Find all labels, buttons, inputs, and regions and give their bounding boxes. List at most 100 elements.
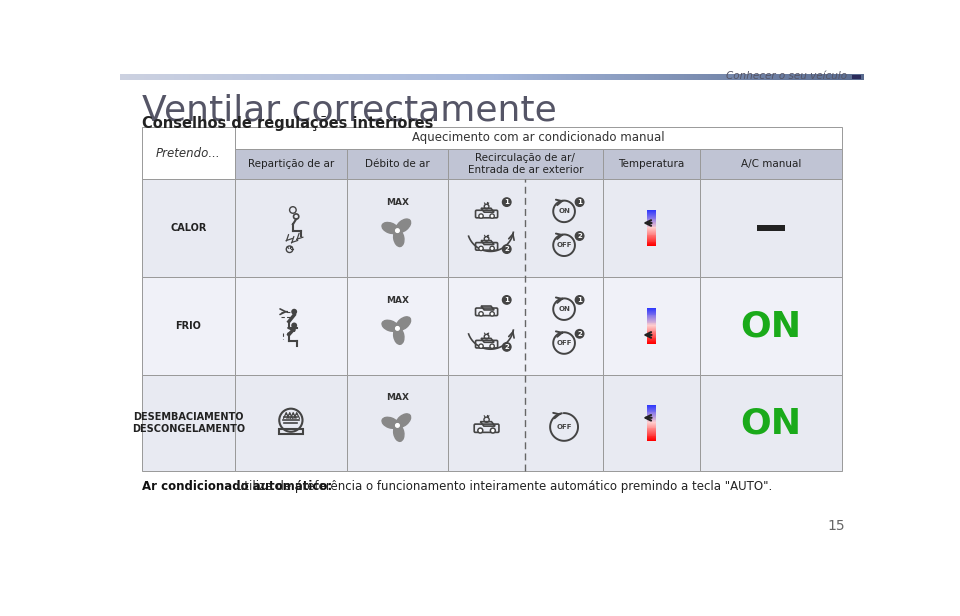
Bar [647, 318, 656, 319]
Bar [447, 375, 603, 471]
Bar [187, 74, 189, 80]
Bar [518, 74, 520, 80]
Bar [733, 74, 736, 80]
Bar [639, 74, 641, 80]
Bar [219, 74, 221, 80]
Bar [816, 74, 818, 80]
Bar [735, 74, 738, 80]
Bar [583, 74, 586, 80]
Bar [755, 74, 756, 80]
Bar [797, 74, 800, 80]
Bar [202, 74, 204, 80]
Bar [647, 309, 656, 310]
Bar [243, 74, 246, 80]
Bar [765, 74, 768, 80]
Bar [788, 74, 790, 80]
Bar [647, 333, 656, 334]
Bar [161, 74, 163, 80]
Bar [170, 74, 173, 80]
Bar [606, 74, 608, 80]
Bar [194, 74, 197, 80]
Bar [715, 74, 718, 80]
Bar [516, 74, 518, 80]
Bar [229, 74, 232, 80]
Bar [647, 336, 656, 337]
Bar [122, 74, 125, 80]
Bar [239, 74, 242, 80]
Bar [348, 179, 447, 277]
Bar [647, 341, 656, 342]
Bar [763, 74, 766, 80]
Bar [719, 74, 722, 80]
Bar [354, 74, 357, 80]
Bar [828, 74, 831, 80]
Bar [756, 74, 758, 80]
Bar [237, 74, 240, 80]
Bar [477, 74, 480, 80]
Bar [564, 74, 567, 80]
Bar [221, 74, 223, 80]
Bar [146, 74, 149, 80]
Bar [585, 74, 588, 80]
Bar [647, 418, 656, 419]
Bar [544, 74, 546, 80]
Bar [702, 74, 705, 80]
Bar [647, 415, 656, 416]
Bar [181, 74, 184, 80]
Bar [684, 74, 686, 80]
Bar [352, 74, 355, 80]
Bar [680, 74, 683, 80]
Bar [126, 74, 129, 80]
Bar [858, 74, 861, 80]
Bar [647, 320, 656, 322]
Bar [142, 74, 145, 80]
Text: Conhecer o seu veículo: Conhecer o seu veículo [726, 71, 847, 81]
Bar [249, 74, 251, 80]
Bar [315, 74, 318, 80]
Bar [233, 74, 236, 80]
Bar [687, 74, 690, 80]
Bar [247, 74, 249, 80]
Bar [285, 74, 288, 80]
Bar [265, 74, 268, 80]
Bar [483, 74, 486, 80]
Bar [663, 74, 665, 80]
Bar [159, 74, 161, 80]
Ellipse shape [394, 230, 404, 246]
Bar [647, 234, 656, 235]
Bar [709, 74, 712, 80]
Bar [647, 332, 656, 333]
Bar [761, 74, 764, 80]
Bar [647, 226, 656, 227]
Bar [647, 432, 656, 434]
Bar [674, 74, 677, 80]
Bar [784, 74, 786, 80]
Bar [267, 74, 270, 80]
Bar [503, 74, 506, 80]
Bar [647, 424, 656, 426]
Bar [178, 74, 180, 80]
Bar [731, 74, 732, 80]
Bar [647, 432, 656, 433]
Circle shape [490, 213, 495, 219]
Bar [561, 74, 564, 80]
Bar [697, 74, 699, 80]
Bar [848, 74, 850, 80]
Bar [838, 74, 841, 80]
Bar [647, 423, 656, 424]
Bar [753, 74, 755, 80]
Circle shape [492, 429, 494, 432]
Bar [611, 74, 613, 80]
Text: OFF: OFF [557, 340, 572, 346]
Bar [142, 277, 234, 375]
Bar [215, 74, 218, 80]
Bar [818, 74, 820, 80]
Bar [539, 74, 541, 80]
Bar [176, 74, 179, 80]
Bar [511, 74, 514, 80]
Bar [372, 74, 373, 80]
Bar [647, 235, 656, 237]
Bar [590, 74, 593, 80]
Bar [600, 74, 603, 80]
Bar [745, 74, 748, 80]
